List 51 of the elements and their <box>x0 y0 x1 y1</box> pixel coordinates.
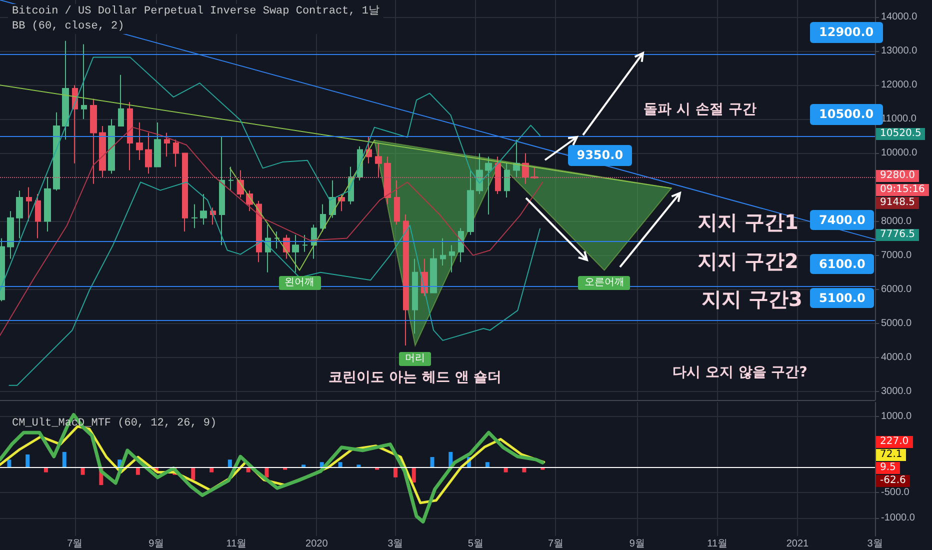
ref-line-label: 6100.0 <box>810 254 874 274</box>
y-tick-label: 6000.0 <box>881 284 912 295</box>
annotation: 다시 오지 않을 구간? <box>672 364 808 382</box>
annotation: 지지 구간3 <box>702 287 802 311</box>
y-tick-label: 4000.0 <box>881 352 912 363</box>
ref-line-label: 7400.0 <box>810 210 874 230</box>
y-tick-label: 7000.0 <box>881 250 912 261</box>
annotation: 코린이도 아는 헤드 앤 숄더 <box>328 370 502 386</box>
text: 9148.5 <box>876 197 919 209</box>
x-tick-label: 11월 <box>707 538 728 550</box>
annotation: 지지 구간2 <box>698 249 798 273</box>
x-tick-label: 3월 <box>867 538 883 550</box>
x-tick-label: 5월 <box>468 538 484 550</box>
annotation: 지지 구간1 <box>698 210 798 234</box>
x-tick-label: 3월 <box>388 538 404 550</box>
y-tick-label: 3000.0 <box>881 386 912 397</box>
text: BB (60, close, 2) <box>12 20 124 32</box>
x-tick-label: 11월 <box>226 538 247 550</box>
y-tick-label: 11000.0 <box>881 114 917 125</box>
x-tick-label: 2021 <box>786 538 810 550</box>
annotation: 돌파 시 손절 구간 <box>644 102 756 118</box>
ref-line-label: 12900.0 <box>810 22 883 43</box>
y-tick-label: -500.0 <box>881 487 910 498</box>
ref-line-label: 5100.0 <box>810 288 874 308</box>
annotation: 오른어깨 <box>578 276 630 290</box>
text: -62.6 <box>876 475 910 487</box>
text: 09:15:16 <box>876 184 929 196</box>
text: 72.1 <box>876 449 906 461</box>
x-tick-label: 7월 <box>548 538 564 550</box>
y-tick-label: 12000.0 <box>881 80 918 91</box>
x-tick-label: 2020 <box>306 538 328 550</box>
y-tick-label: 5000.0 <box>881 318 912 329</box>
y-tick-label: 8000.0 <box>881 216 912 227</box>
text: 9.5 <box>876 462 900 474</box>
text: Bitcoin / US Dollar Perpetual Inverse Swap Contract, 1날 <box>12 4 380 18</box>
text: 10520.5 <box>876 128 926 140</box>
text: 227.0 <box>876 436 913 448</box>
y-tick-label: 1000.0 <box>881 410 912 422</box>
y-tick-label: 14000.0 <box>881 12 918 23</box>
y-tick-label: 10000.0 <box>881 148 918 159</box>
y-tick-label: -1000.0 <box>881 512 916 524</box>
y-tick-label: 13000.0 <box>881 46 918 57</box>
x-tick-label: 7월 <box>67 538 83 550</box>
annotation: 왼어깨 <box>278 276 321 290</box>
annotation: 9350.0 <box>568 145 632 166</box>
text: 7776.5 <box>876 229 919 241</box>
annotation: 머리 <box>399 352 432 366</box>
ref-line-label: 10500.0 <box>810 104 883 125</box>
x-tick-label: 9월 <box>629 538 645 550</box>
text: 9280.0 <box>876 170 919 182</box>
x-tick-label: 9월 <box>148 538 164 550</box>
